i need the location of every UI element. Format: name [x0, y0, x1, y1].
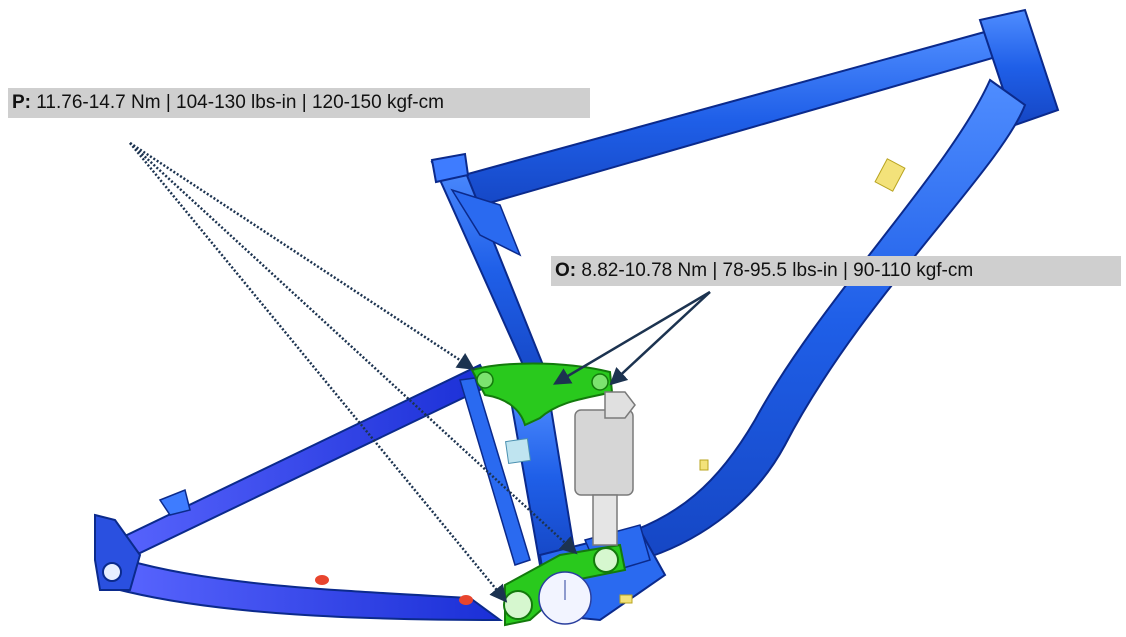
down-tube-marker	[874, 158, 906, 192]
callout-o-text: 8.82-10.78 Nm | 78-95.5 lbs-in | 90-110 …	[576, 260, 974, 281]
top-tube	[444, 28, 1005, 212]
seat-brace	[450, 188, 522, 257]
bb-marker	[619, 594, 633, 604]
red-marker-1	[315, 575, 329, 585]
rocker-link	[470, 362, 614, 427]
torque-callout-p: P: 11.76-14.7 Nm | 104-130 lbs-in | 120-…	[8, 88, 590, 118]
brake-mount	[158, 488, 191, 516]
callout-p-arrows	[129, 141, 578, 603]
rear-triangle	[94, 363, 531, 622]
shock-body	[574, 409, 634, 496]
red-marker-2	[459, 595, 473, 605]
callout-p-text: 11.76-14.7 Nm | 104-130 lbs-in | 120-150…	[31, 92, 444, 113]
rocker-pivot-left	[476, 371, 494, 389]
lower-link-pivot	[593, 547, 619, 573]
shock-valve	[604, 391, 636, 419]
torque-callout-o: O: 8.82-10.78 Nm | 78-95.5 lbs-in | 90-1…	[551, 256, 1121, 286]
seat-stay	[98, 363, 492, 567]
shock-shaft	[592, 494, 618, 546]
seat-stay-inner	[459, 377, 531, 566]
callout-o-arrows	[552, 290, 711, 386]
axle-hole	[102, 562, 122, 582]
cable-tab	[505, 438, 531, 464]
chain-stay	[108, 553, 504, 622]
rocker-pivot-right	[591, 373, 609, 391]
callout-p-letter: P:	[12, 92, 31, 113]
callout-o-letter: O:	[555, 260, 577, 281]
seat-collar	[430, 152, 470, 184]
down-tube-marker-2	[699, 459, 709, 471]
main-pivot	[503, 590, 533, 620]
rear-shock	[574, 391, 636, 546]
